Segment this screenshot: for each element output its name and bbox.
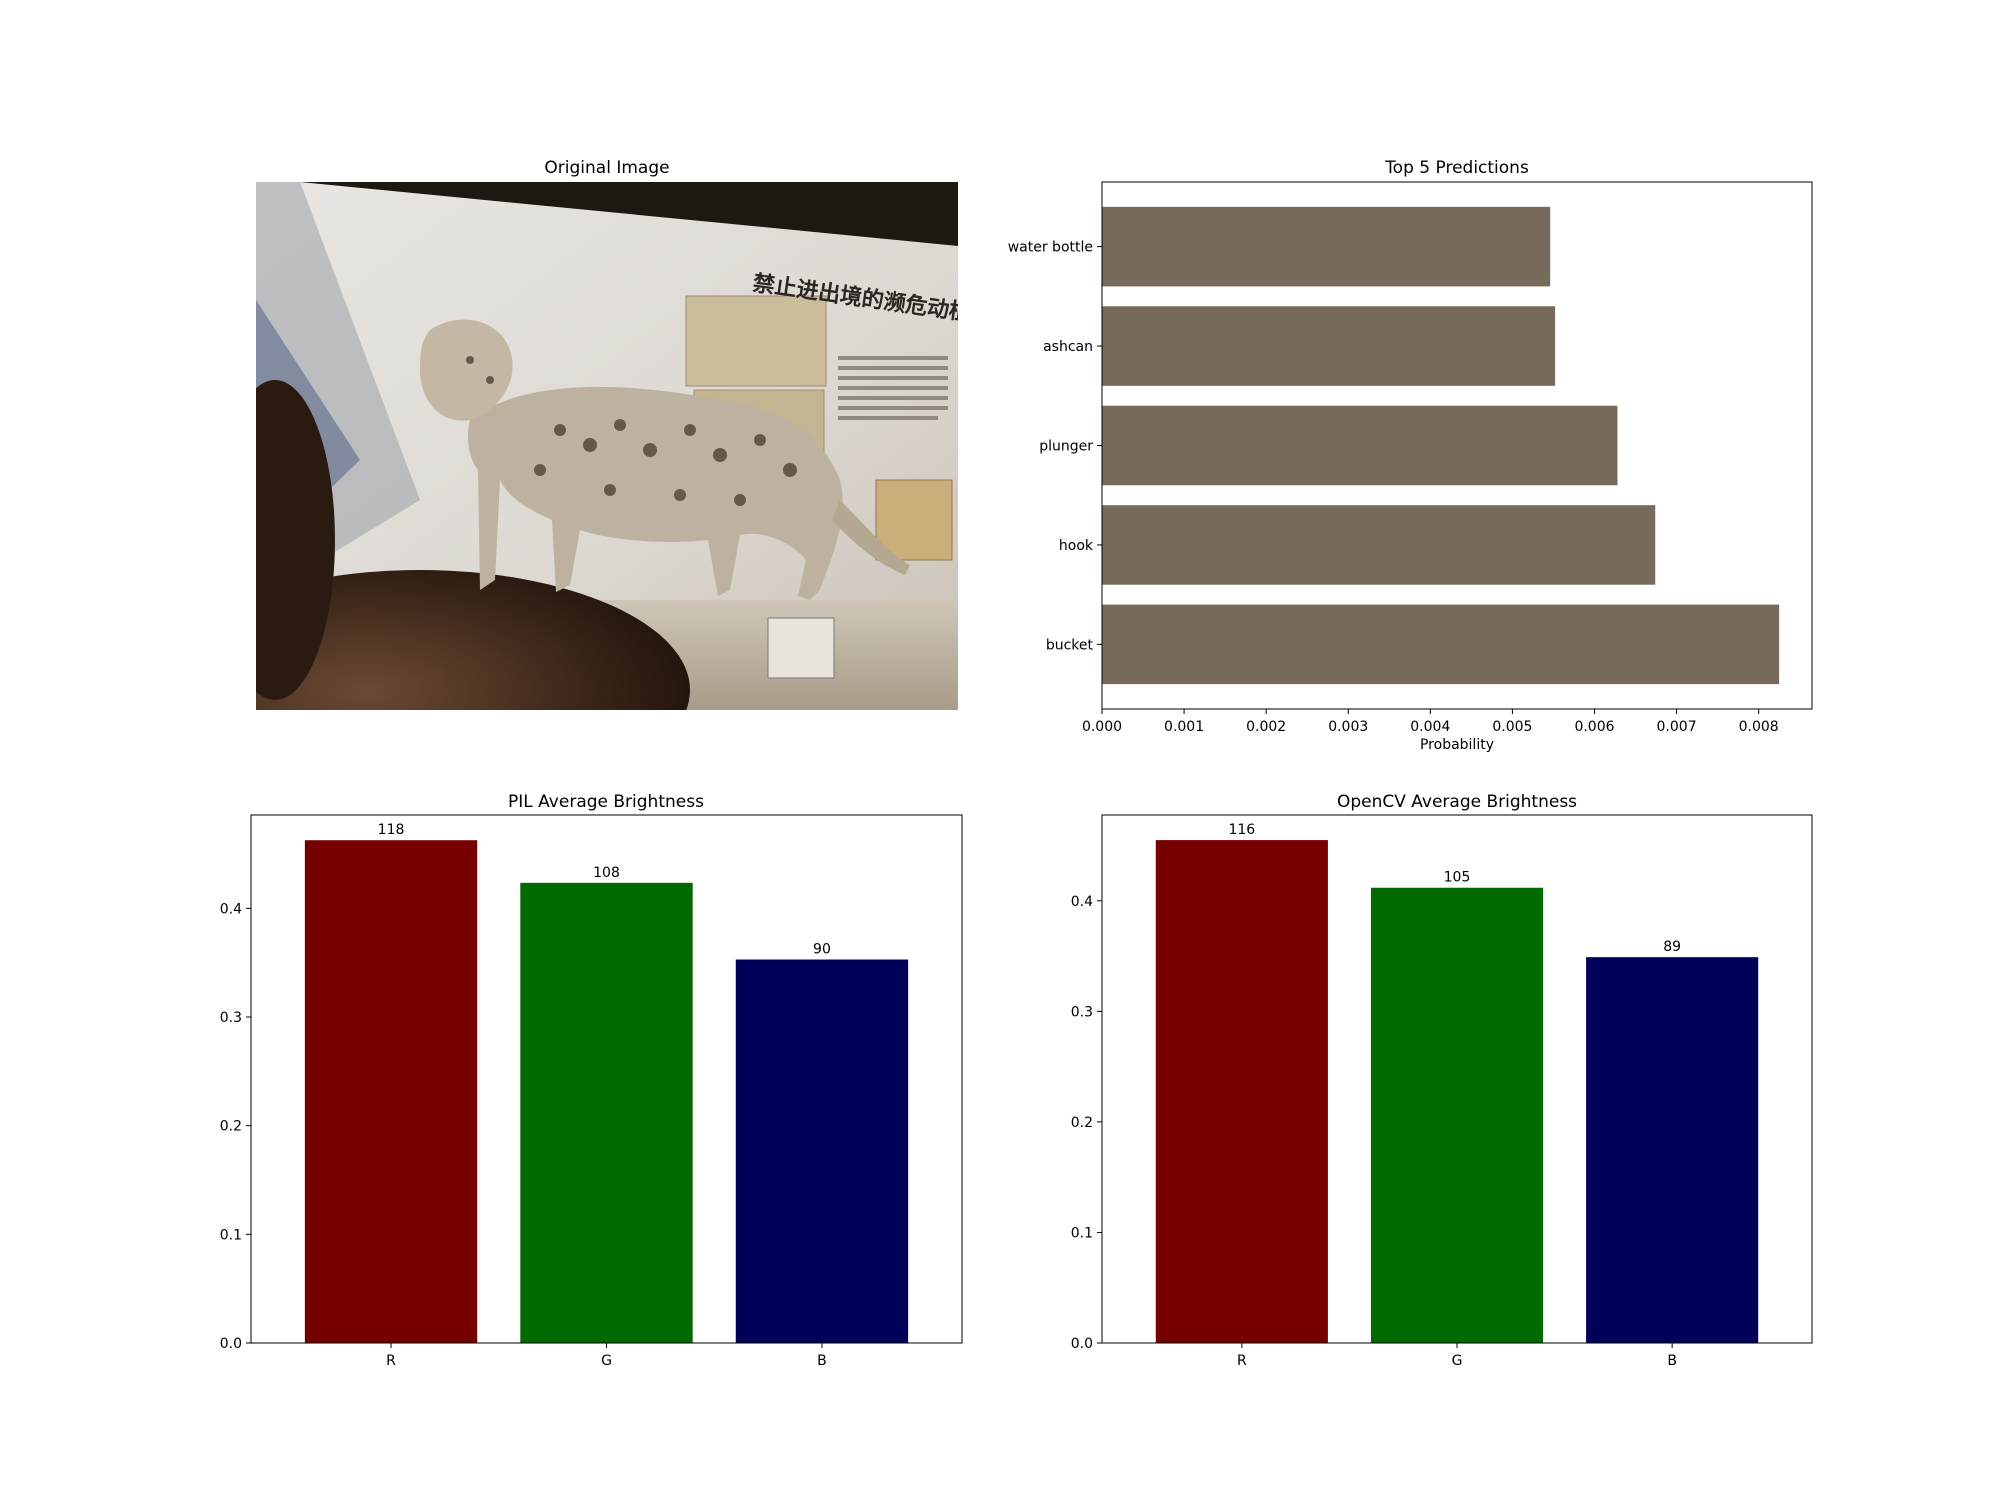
top-predictions-x-axis-label: Probability	[1420, 737, 1494, 753]
y-tick-label: 0.4	[1071, 894, 1093, 910]
y-tick-label: 0.3	[1071, 1004, 1093, 1020]
y-tick-label: 0.2	[220, 1119, 242, 1135]
y-tick-label: 0.1	[1071, 1225, 1093, 1241]
bar-value-label: 90	[813, 942, 831, 958]
x-tick-label: B	[1667, 1353, 1677, 1369]
channel-bar	[1586, 957, 1759, 1343]
prediction-bar	[1102, 405, 1618, 486]
pil-brightness-axes-frame	[250, 814, 963, 1344]
prediction-bar	[1102, 604, 1780, 685]
bar-value-label: 105	[1444, 870, 1471, 886]
channel-bar	[1370, 887, 1544, 1343]
x-tick-label: R	[1237, 1353, 1247, 1369]
x-tick-label: 0.000	[1082, 719, 1122, 735]
channel-bar	[520, 882, 693, 1343]
x-tick-label: G	[601, 1353, 612, 1369]
opencv-brightness-data-labels: 116 105 89	[1228, 822, 1681, 955]
y-tick-label: 0.0	[220, 1336, 242, 1352]
pil-brightness-y-tick-labels: 0.0 0.1 0.2 0.3 0.4	[220, 901, 251, 1352]
snow-leopard-figure	[420, 319, 910, 600]
pil-brightness-data-labels: 118 108 90	[378, 822, 831, 957]
y-tick-label: hook	[1059, 538, 1094, 554]
museum-photo: 禁止进出境的濒危动植物	[256, 182, 958, 710]
y-tick-label: 0.2	[1071, 1115, 1093, 1131]
channel-bar	[1155, 840, 1328, 1343]
x-tick-label: 0.006	[1574, 719, 1614, 735]
y-tick-label: 0.4	[220, 901, 242, 917]
original-image-panel: Original Image	[256, 158, 958, 710]
y-tick-label: ashcan	[1043, 339, 1093, 355]
opencv-brightness-y-tick-labels: 0.0 0.1 0.2 0.3 0.4	[1071, 894, 1102, 1352]
top-predictions-bars	[1102, 206, 1780, 685]
bar-value-label: 108	[593, 865, 620, 881]
top-predictions-chart: Top 5 Predictions water bottle ashcan plun…	[1008, 158, 1813, 753]
pil-brightness-bars	[304, 840, 909, 1343]
y-tick-label: plunger	[1039, 439, 1093, 455]
prediction-bar	[1102, 306, 1556, 386]
x-tick-label: R	[386, 1353, 396, 1369]
opencv-brightness-title: OpenCV Average Brightness	[1337, 792, 1577, 812]
opencv-brightness-bars	[1155, 840, 1759, 1343]
opencv-brightness-axes-frame	[1101, 814, 1813, 1344]
top-predictions-y-tick-labels: water bottle ashcan plunger hook bucket	[1008, 240, 1102, 653]
x-tick-label: B	[817, 1353, 827, 1369]
x-tick-label: 0.002	[1246, 719, 1286, 735]
prediction-bar	[1102, 505, 1656, 585]
x-tick-label: 0.007	[1657, 719, 1697, 735]
x-tick-label: G	[1452, 1353, 1463, 1369]
y-tick-label: 0.0	[1071, 1336, 1093, 1352]
bar-value-label: 116	[1228, 822, 1255, 838]
top-predictions-x-tick-labels: 0.000 0.001 0.002 0.003 0.004 0.005 0.006 0.007…	[1082, 709, 1779, 735]
y-tick-label: 0.1	[220, 1227, 242, 1243]
channel-bar	[304, 840, 478, 1343]
x-tick-label: 0.001	[1164, 719, 1204, 735]
top-predictions-title: Top 5 Predictions	[1384, 158, 1529, 178]
x-tick-label: 0.003	[1328, 719, 1368, 735]
prediction-bar	[1102, 206, 1551, 287]
y-tick-label: water bottle	[1008, 240, 1093, 256]
pil-brightness-title: PIL Average Brightness	[508, 792, 704, 812]
bar-value-label: 89	[1663, 939, 1681, 955]
y-tick-label: 0.3	[220, 1010, 242, 1026]
x-tick-label: 0.008	[1739, 719, 1779, 735]
y-tick-label: bucket	[1046, 637, 1094, 653]
x-tick-label: 0.004	[1410, 719, 1450, 735]
original-image-title: Original Image	[544, 158, 669, 178]
top-predictions-axes-frame	[1101, 181, 1813, 710]
bar-value-label: 118	[378, 822, 405, 838]
channel-bar	[735, 959, 909, 1343]
x-tick-label: 0.005	[1492, 719, 1532, 735]
